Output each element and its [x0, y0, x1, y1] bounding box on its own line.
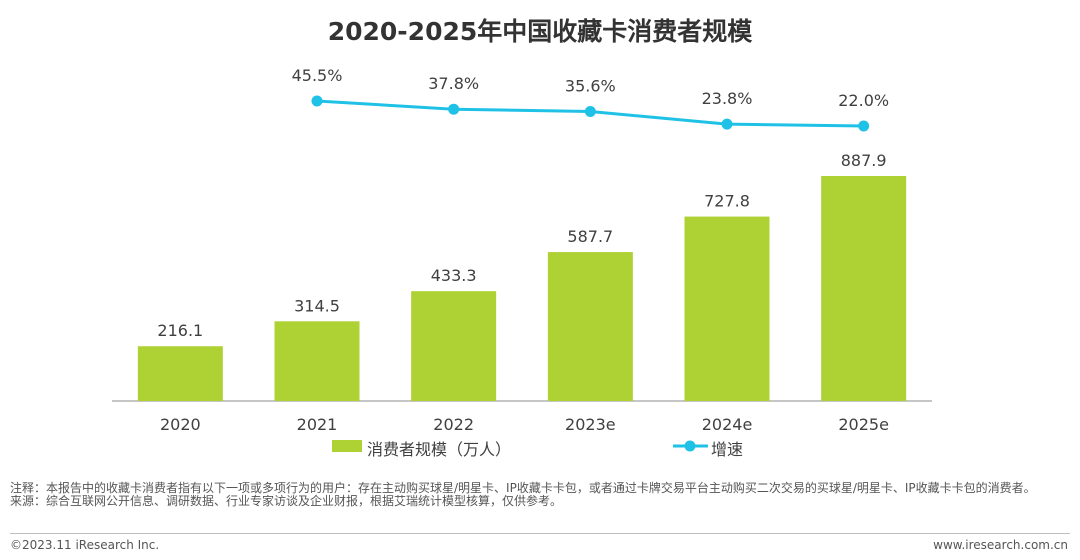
chart-title: 2020-2025年中国收藏卡消费者规模	[327, 17, 753, 46]
growth-label-2024e: 23.8%	[702, 89, 753, 108]
bar-label-2022: 433.3	[431, 266, 477, 285]
growth-point-2021	[311, 95, 323, 107]
growth-label-2025e: 22.0%	[838, 91, 889, 110]
bar-2025e	[821, 176, 907, 401]
legend-line-label: 增速	[711, 440, 743, 459]
growth-point-2022	[448, 103, 460, 115]
growth-point-2025e	[858, 120, 870, 132]
bar-label-2020: 216.1	[157, 321, 203, 340]
copyright: ©2023.11 iResearch Inc.	[10, 538, 160, 552]
legend-bar-swatch	[332, 440, 362, 452]
note-text: 注释：本报告中的收藏卡消费者指有以下一项或多项行为的用户：存在主动购买球星/明星…	[10, 481, 1036, 495]
bar-2024e	[684, 216, 770, 401]
growth-point-2024e	[721, 118, 733, 130]
bar-label-2025e: 887.9	[841, 151, 887, 170]
footer-divider	[10, 533, 1070, 534]
bar-2020	[137, 346, 223, 401]
bar-label-2021: 314.5	[294, 296, 340, 315]
website: www.iresearch.com.cn	[933, 538, 1068, 552]
growth-label-2023e: 35.6%	[565, 77, 616, 96]
x-tick-2024e: 2024e	[702, 415, 753, 434]
legend-bar-label: 消费者规模（万人）	[367, 440, 511, 459]
chart-canvas: 216.1 2020 314.5 2021 433.3 2022 587.7 2023e 727…	[112, 66, 932, 459]
x-tick-2022: 2022	[433, 415, 474, 434]
bar-label-2023e: 587.7	[567, 227, 613, 246]
bar-2023e	[547, 252, 633, 401]
x-tick-2020: 2020	[160, 415, 201, 434]
notes: 注释：本报告中的收藏卡消费者指有以下一项或多项行为的用户：存在主动购买球星/明星…	[10, 482, 1070, 508]
x-tick-2021: 2021	[297, 415, 338, 434]
growth-point-2023e	[584, 106, 596, 118]
x-tick-2023e: 2023e	[565, 415, 616, 434]
legend-line-marker	[684, 440, 696, 452]
bar-label-2024e: 727.8	[704, 192, 750, 211]
source-text: 来源：综合互联网公开信息、调研数据、行业专家访谈及企业财报，根据艾瑞统计模型核算…	[10, 494, 563, 508]
growth-label-2022: 37.8%	[428, 74, 479, 93]
growth-label-2021: 45.5%	[292, 66, 343, 85]
bar-2021	[274, 321, 360, 401]
x-tick-2025e: 2025e	[838, 415, 889, 434]
bar-2022	[411, 291, 497, 401]
